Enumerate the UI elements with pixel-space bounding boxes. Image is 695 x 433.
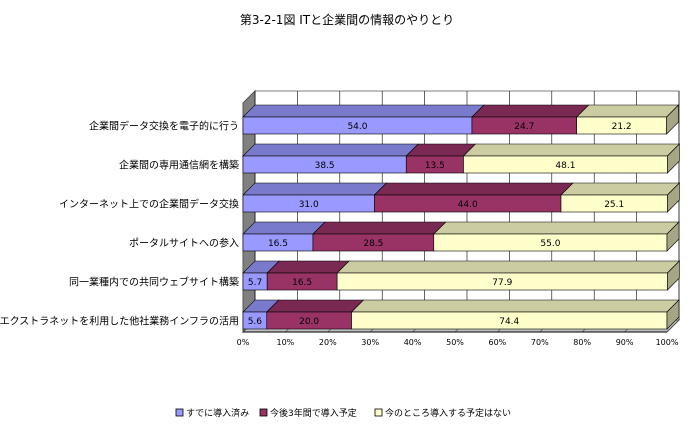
data-label: 13.5 — [425, 161, 445, 171]
x-tick-label: 40% — [404, 338, 422, 347]
legend-label: すでに導入済み — [186, 407, 249, 419]
bar-side-face — [666, 299, 680, 330]
data-label-bg — [361, 236, 386, 248]
data-label-bg — [455, 197, 480, 209]
category-label: 同一業種内での共同ウェブサイト構築 — [69, 276, 239, 289]
legend: すでに導入済み 今後3年間で導入予定 今のところ導入する予定はない — [175, 407, 511, 419]
legend-label: 今のところ導入する予定はない — [385, 407, 511, 419]
data-label-bg — [490, 275, 515, 287]
data-label-bg — [296, 197, 321, 209]
data-label-bg — [609, 119, 634, 131]
legend-swatch — [175, 408, 184, 417]
data-label-bg — [497, 314, 522, 326]
bar-top-face — [312, 221, 447, 235]
bar-top-face — [242, 143, 419, 157]
plot-area: 0% 10% 20% 30% 40% 50% 60% 70% 80% 90% 100% 企業間データ交… — [0, 89, 681, 347]
data-label-bg — [245, 314, 265, 326]
x-tick-label: 90% — [616, 338, 634, 347]
data-label: 54.0 — [347, 122, 367, 132]
category-label: ポータルサイトへの参入 — [129, 237, 239, 250]
bar-top-face — [242, 104, 485, 118]
legend-swatch — [259, 408, 268, 417]
bar-top-face — [242, 182, 388, 196]
bar-top-face — [433, 221, 680, 235]
bar-top-face — [266, 299, 365, 313]
x-tick-label: 10% — [277, 338, 295, 347]
bar-top-face — [373, 182, 574, 196]
data-label: 55.0 — [540, 239, 560, 249]
bar-top-face — [575, 104, 680, 118]
x-tick-label: 70% — [531, 338, 549, 347]
data-label: 24.7 — [514, 122, 534, 132]
bar-side-face — [667, 143, 680, 174]
chart-title: 第3-2-1図 ITと企業間の情報のやりとり — [240, 12, 454, 27]
data-label-bg — [245, 275, 265, 287]
data-label-bg — [265, 236, 291, 248]
bar-top-face — [560, 182, 681, 196]
data-label: 16.5 — [292, 278, 312, 288]
data-label: 77.9 — [492, 278, 512, 288]
floor-gridline — [666, 319, 680, 333]
data-label-bg — [538, 236, 563, 248]
x-tick-label: 20% — [319, 338, 337, 347]
category-label: 企業間の専用通信網を構築 — [119, 159, 239, 172]
bar-top-face — [242, 221, 326, 235]
x-tick-label: 60% — [489, 338, 507, 347]
data-label: 21.2 — [612, 122, 632, 132]
bar-top-face — [462, 143, 681, 157]
data-label: 5.6 — [248, 317, 263, 327]
data-label-bg — [602, 197, 627, 209]
x-tick-label: 30% — [361, 338, 379, 347]
data-label-bg — [553, 158, 578, 170]
data-label: 38.5 — [315, 161, 335, 171]
category-label: 企業間データ交換を電子的に行う — [89, 120, 239, 133]
data-label: 5.7 — [248, 278, 262, 288]
data-label: 16.5 — [268, 239, 288, 249]
data-label: 44.0 — [458, 200, 478, 210]
legend-label: 今後3年間で導入予定 — [270, 407, 357, 419]
data-label-bg — [312, 158, 337, 170]
x-tick-label: 100% — [656, 338, 679, 347]
x-tick-label: 50% — [446, 338, 464, 347]
data-label: 31.0 — [299, 200, 319, 210]
bar-side-face — [666, 104, 679, 135]
bar-side-face — [667, 182, 680, 213]
x-tick-label: 80% — [573, 338, 591, 347]
data-label: 28.5 — [363, 239, 383, 249]
data-label-bg — [296, 314, 322, 326]
data-label: 20.0 — [299, 317, 319, 327]
bar-top-face — [471, 104, 590, 118]
data-label-bg — [289, 275, 315, 287]
data-label-bg — [345, 119, 370, 131]
bar-top-face — [336, 260, 681, 274]
data-label-bg — [422, 158, 448, 170]
bar-top-face — [266, 260, 350, 274]
data-label: 25.1 — [604, 200, 624, 210]
data-label: 74.4 — [499, 317, 519, 327]
data-label-bg — [512, 119, 537, 131]
data-label: 48.1 — [555, 161, 575, 171]
bar-top-face — [350, 299, 680, 313]
x-tick-label: 0% — [237, 338, 250, 347]
category-label: インターネット上での企業間データ交換 — [59, 198, 239, 211]
bar-side-face — [666, 221, 680, 252]
bar-side-face — [667, 260, 680, 291]
legend-swatch — [374, 408, 383, 417]
category-label: エクストラネットを利用した他社業務インフラの活用 — [0, 315, 239, 328]
